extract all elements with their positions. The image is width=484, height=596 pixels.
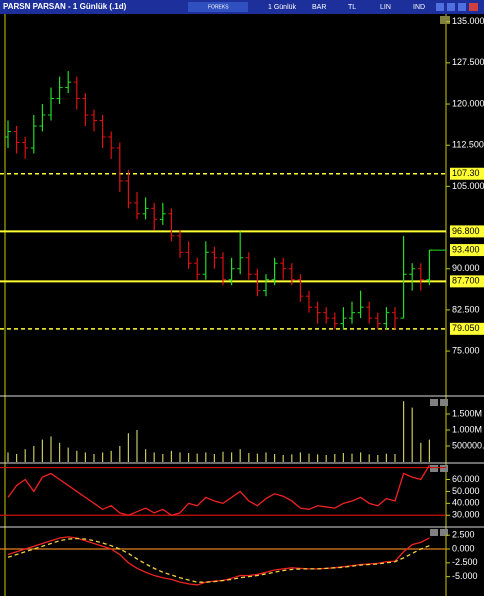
level-label-box <box>450 225 484 238</box>
toolbar-item[interactable]: TL <box>348 4 356 11</box>
y-tick-label: 120.000 <box>452 98 484 108</box>
toolbar-item[interactable]: LIN <box>380 4 391 11</box>
window-button[interactable] <box>458 3 466 11</box>
last-price-label: 93.400 <box>452 244 480 254</box>
indicator-line <box>7 464 430 516</box>
level-label: 96.800 <box>452 226 480 236</box>
toolbar-item[interactable]: BAR <box>312 4 326 11</box>
y-tick-label: 60.000 <box>452 474 480 484</box>
y-tick-label: 1.000M <box>452 424 482 434</box>
window-title: PARSN PARSAN - 1 Günlük (.1d) <box>3 2 127 11</box>
window-button[interactable] <box>436 3 444 11</box>
panel-button[interactable] <box>430 529 438 536</box>
close-button[interactable] <box>469 3 478 11</box>
toolbar-icons[interactable] <box>188 2 248 12</box>
toolbar-item[interactable]: IND <box>413 4 425 11</box>
level-label: 107.30 <box>452 168 480 178</box>
level-label-box <box>450 275 484 288</box>
panel-button[interactable] <box>440 399 448 406</box>
panel-button[interactable] <box>440 529 448 536</box>
last-price-box <box>450 244 484 257</box>
y-tick-label: 82.500 <box>452 304 480 314</box>
panel-button[interactable] <box>440 16 450 24</box>
panel-button[interactable] <box>430 465 438 472</box>
y-tick-label: 50.000 <box>452 486 480 496</box>
window-button[interactable] <box>447 3 455 11</box>
toolbar-item[interactable]: FOREKS <box>208 4 229 10</box>
y-tick-label: -2.500 <box>452 557 478 567</box>
y-tick-label: 127.500 <box>452 57 484 67</box>
level-label: 87.700 <box>452 276 480 286</box>
y-tick-label: 135.000 <box>452 16 484 26</box>
y-tick-label: 2.500 <box>452 530 475 540</box>
indicator-line <box>7 537 430 583</box>
y-tick-label: 0.000 <box>452 543 475 553</box>
panel-button[interactable] <box>440 465 448 472</box>
y-tick-label: 500000.0 <box>452 440 484 450</box>
level-label-box <box>450 167 484 180</box>
y-tick-label: 1.500M <box>452 408 482 418</box>
y-tick-label: 105.000 <box>452 181 484 191</box>
y-tick-label: 30.000 <box>452 510 480 520</box>
panel-button[interactable] <box>430 399 438 406</box>
y-tick-label: 90.000 <box>452 263 480 273</box>
y-tick-label: 75.000 <box>452 345 480 355</box>
y-tick-label: 40.000 <box>452 498 480 508</box>
y-tick-label: 112.500 <box>452 140 484 150</box>
level-label: 79.050 <box>452 323 480 333</box>
level-label-box <box>450 322 484 335</box>
y-tick-label: -5.000 <box>452 571 478 581</box>
toolbar-item[interactable]: 1 Günlük <box>268 4 297 11</box>
